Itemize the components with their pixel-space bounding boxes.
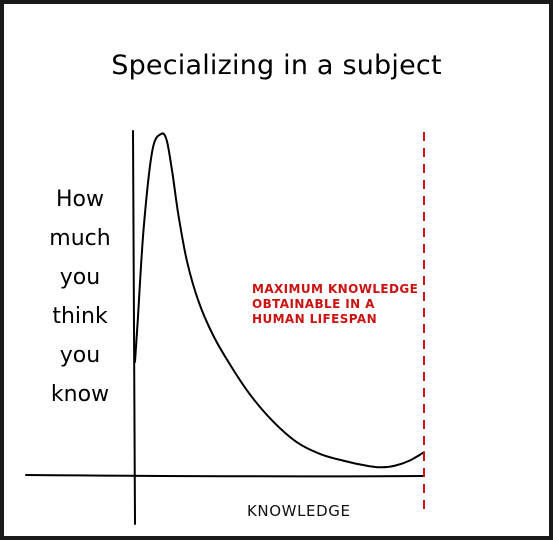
annotation: MAXIMUM KNOWLEDGE OBTAINABLE IN A HUMAN …	[252, 282, 418, 326]
y-axis-label-line: How	[56, 187, 104, 212]
annotation-line: MAXIMUM KNOWLEDGE	[252, 282, 418, 296]
y-axis-label: How much you think you know	[26, 180, 134, 414]
y-axis-label-line: know	[50, 382, 110, 407]
chart-title: Specializing in a subject	[111, 50, 442, 81]
y-axis-label-line: you	[59, 265, 101, 290]
x-axis-line	[25, 474, 425, 478]
y-axis-label-line: you	[59, 343, 101, 368]
y-axis-line	[132, 130, 136, 525]
annotation-line: OBTAINABLE IN A	[252, 297, 375, 311]
y-axis-label-line: much	[49, 226, 111, 251]
comic-panel: Specializing in a subject How much you t…	[4, 4, 549, 536]
annotation-line: HUMAN LIFESPAN	[252, 312, 377, 326]
chart-svg: MAXIMUM KNOWLEDGE OBTAINABLE IN A HUMAN …	[25, 130, 425, 525]
y-axis-label-line: think	[52, 304, 108, 329]
x-axis-label: KNOWLEDGE	[247, 502, 351, 520]
series-line	[134, 132, 425, 469]
